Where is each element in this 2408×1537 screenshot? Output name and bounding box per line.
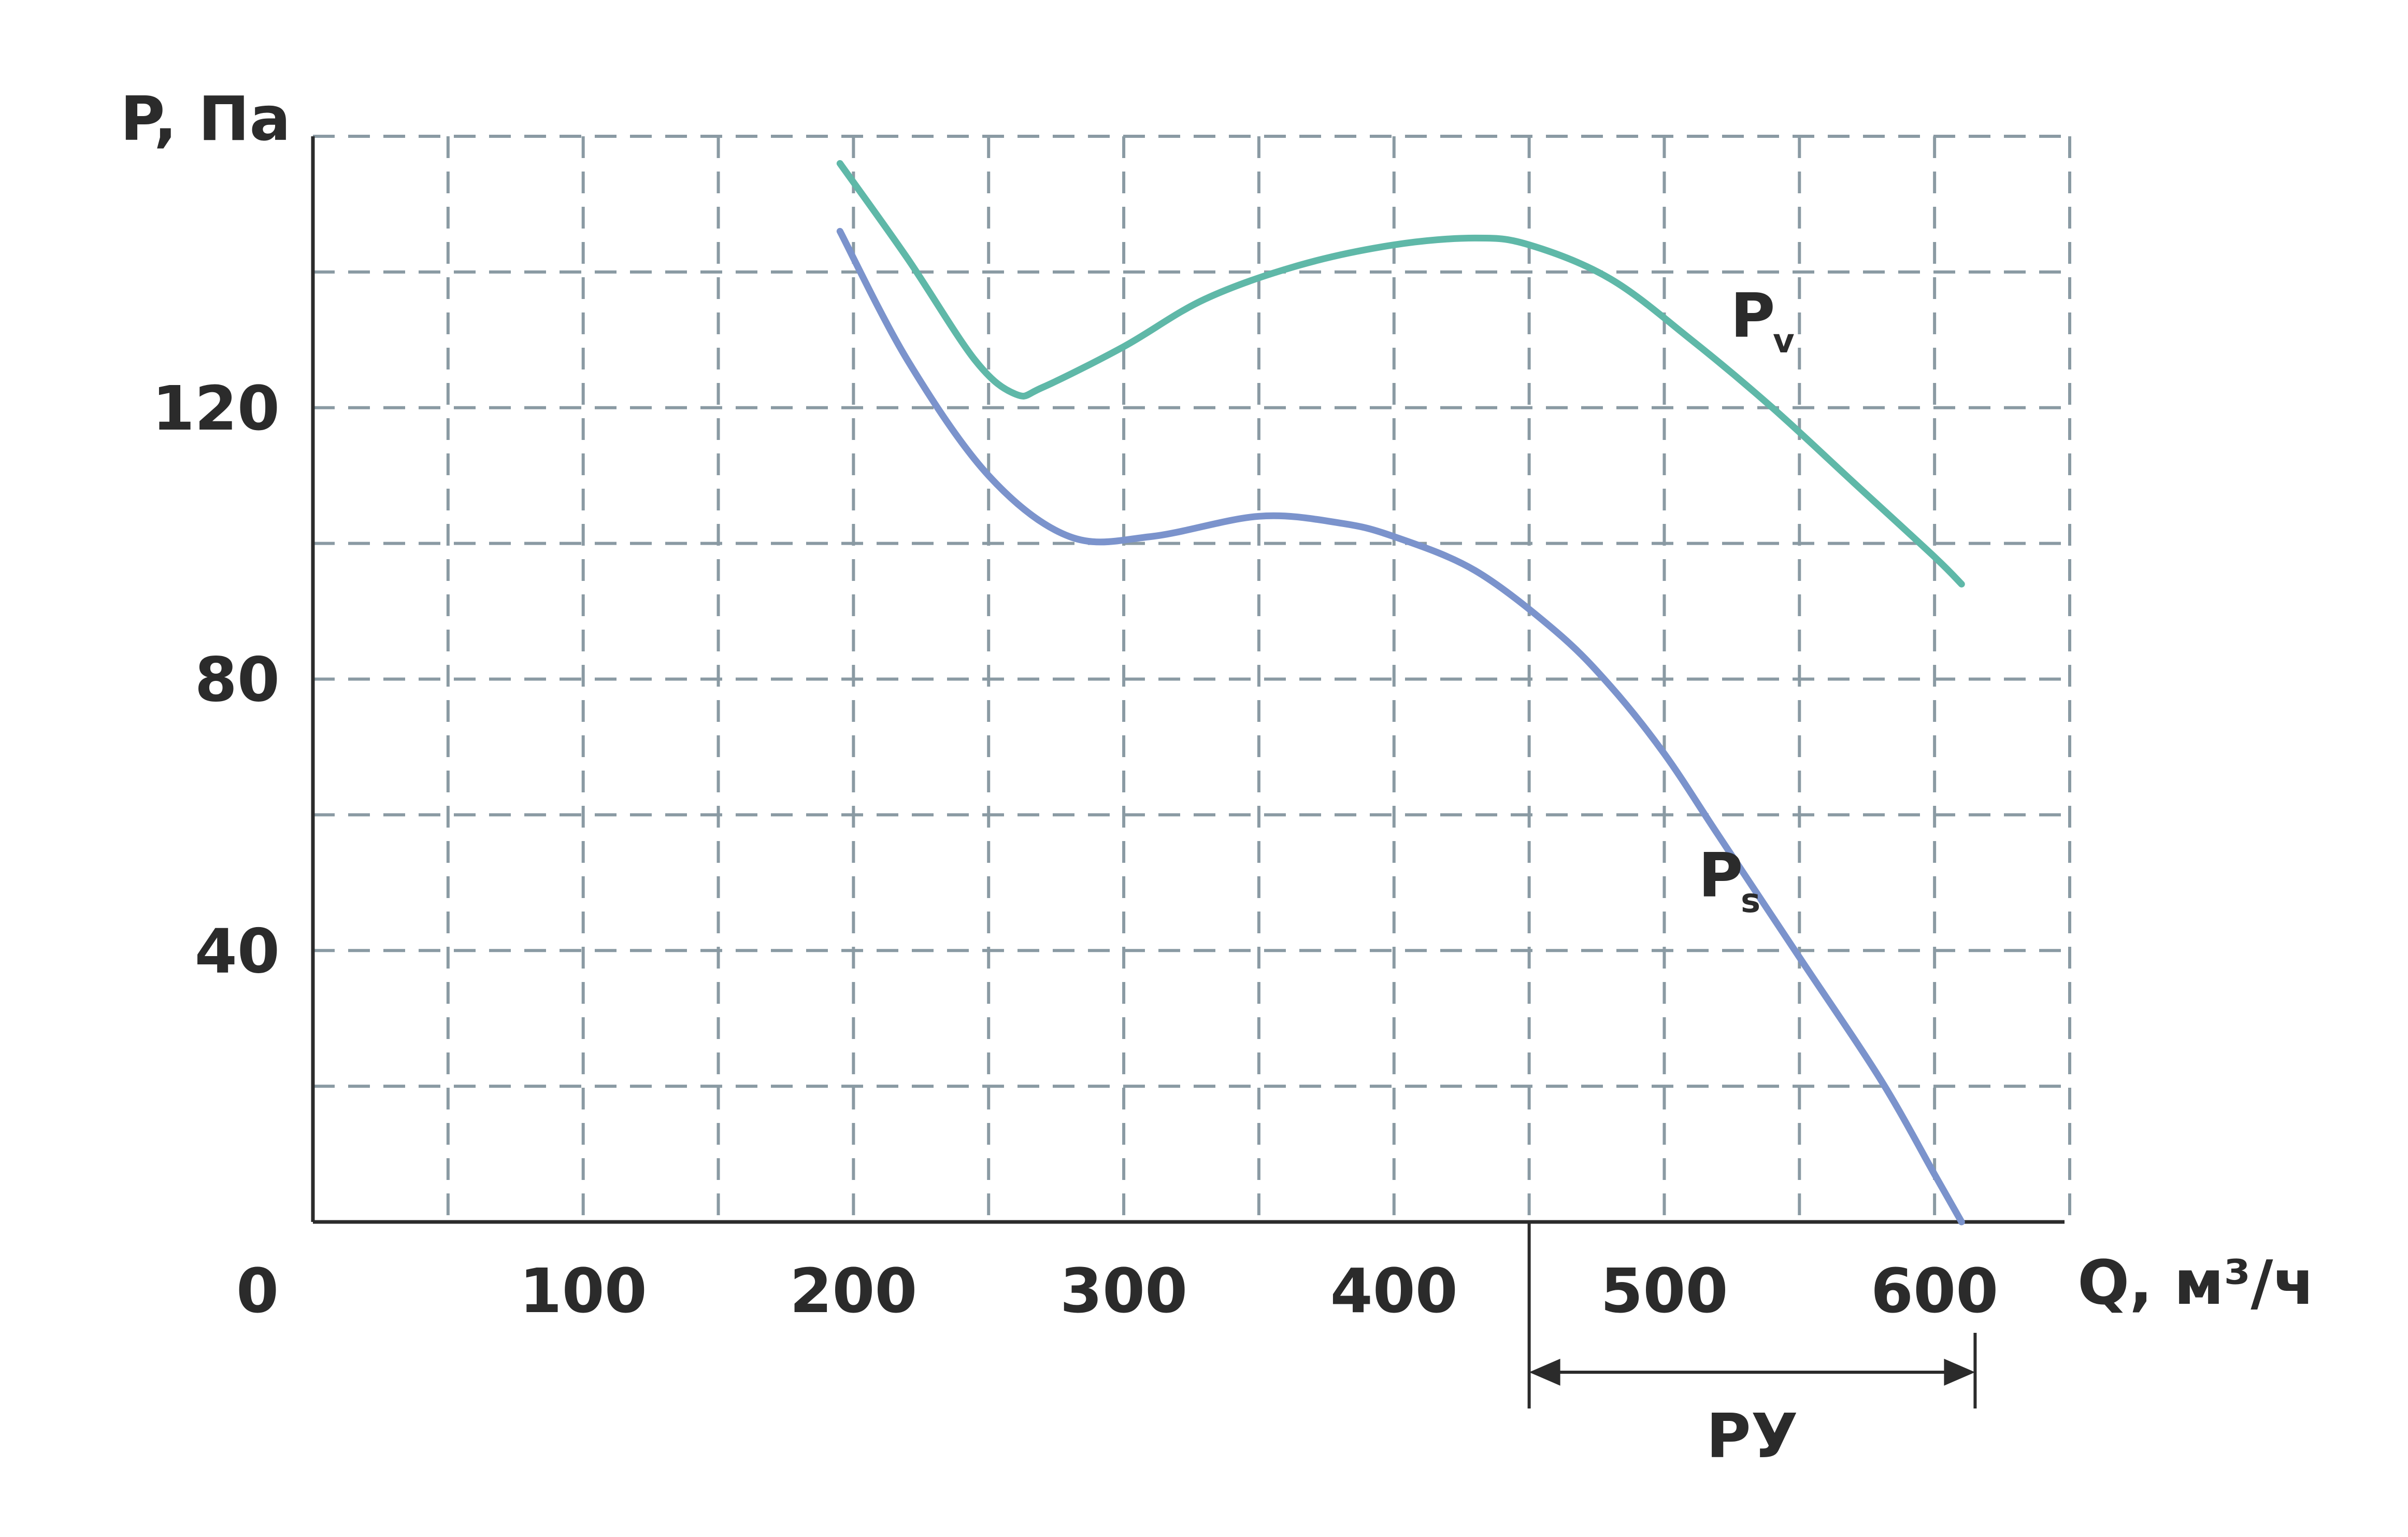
series-curves bbox=[836, 160, 1965, 1226]
y-tick-label: 120 bbox=[152, 373, 280, 444]
series-label-subscript: s bbox=[1741, 882, 1760, 920]
axes bbox=[311, 136, 2065, 1224]
x-tick-label: 100 bbox=[520, 1255, 647, 1327]
range-arrowhead-right bbox=[1944, 1359, 1975, 1386]
range-annotation: РУ bbox=[1527, 1222, 1977, 1472]
x-tick-label: 400 bbox=[1330, 1255, 1458, 1327]
y-tick-label: 40 bbox=[195, 915, 280, 987]
grid bbox=[313, 135, 2071, 1222]
tick-labels: 0 100 200 300 400 500 600 40 80 120 bbox=[152, 373, 1999, 1327]
series-label-ps: P bbox=[1698, 839, 1743, 911]
x-tick-label: 200 bbox=[790, 1255, 917, 1327]
y-axis-title: P, Па bbox=[120, 83, 291, 154]
series-label-pv: P bbox=[1730, 280, 1775, 351]
x-tick-label: 0 bbox=[236, 1255, 279, 1327]
series-label-subscript: v bbox=[1773, 322, 1795, 361]
x-tick-label: 500 bbox=[1600, 1255, 1728, 1327]
x-tick-label: 600 bbox=[1871, 1255, 1998, 1327]
x-tick-label: 300 bbox=[1060, 1255, 1187, 1327]
range-label: РУ bbox=[1706, 1400, 1798, 1472]
series-line-pv bbox=[836, 160, 1965, 588]
range-arrowhead-left bbox=[1529, 1359, 1560, 1386]
y-tick-label: 80 bbox=[195, 644, 280, 716]
x-axis-title: Q, м³/ч bbox=[2077, 1247, 2315, 1318]
series-line-ps bbox=[836, 227, 1965, 1226]
